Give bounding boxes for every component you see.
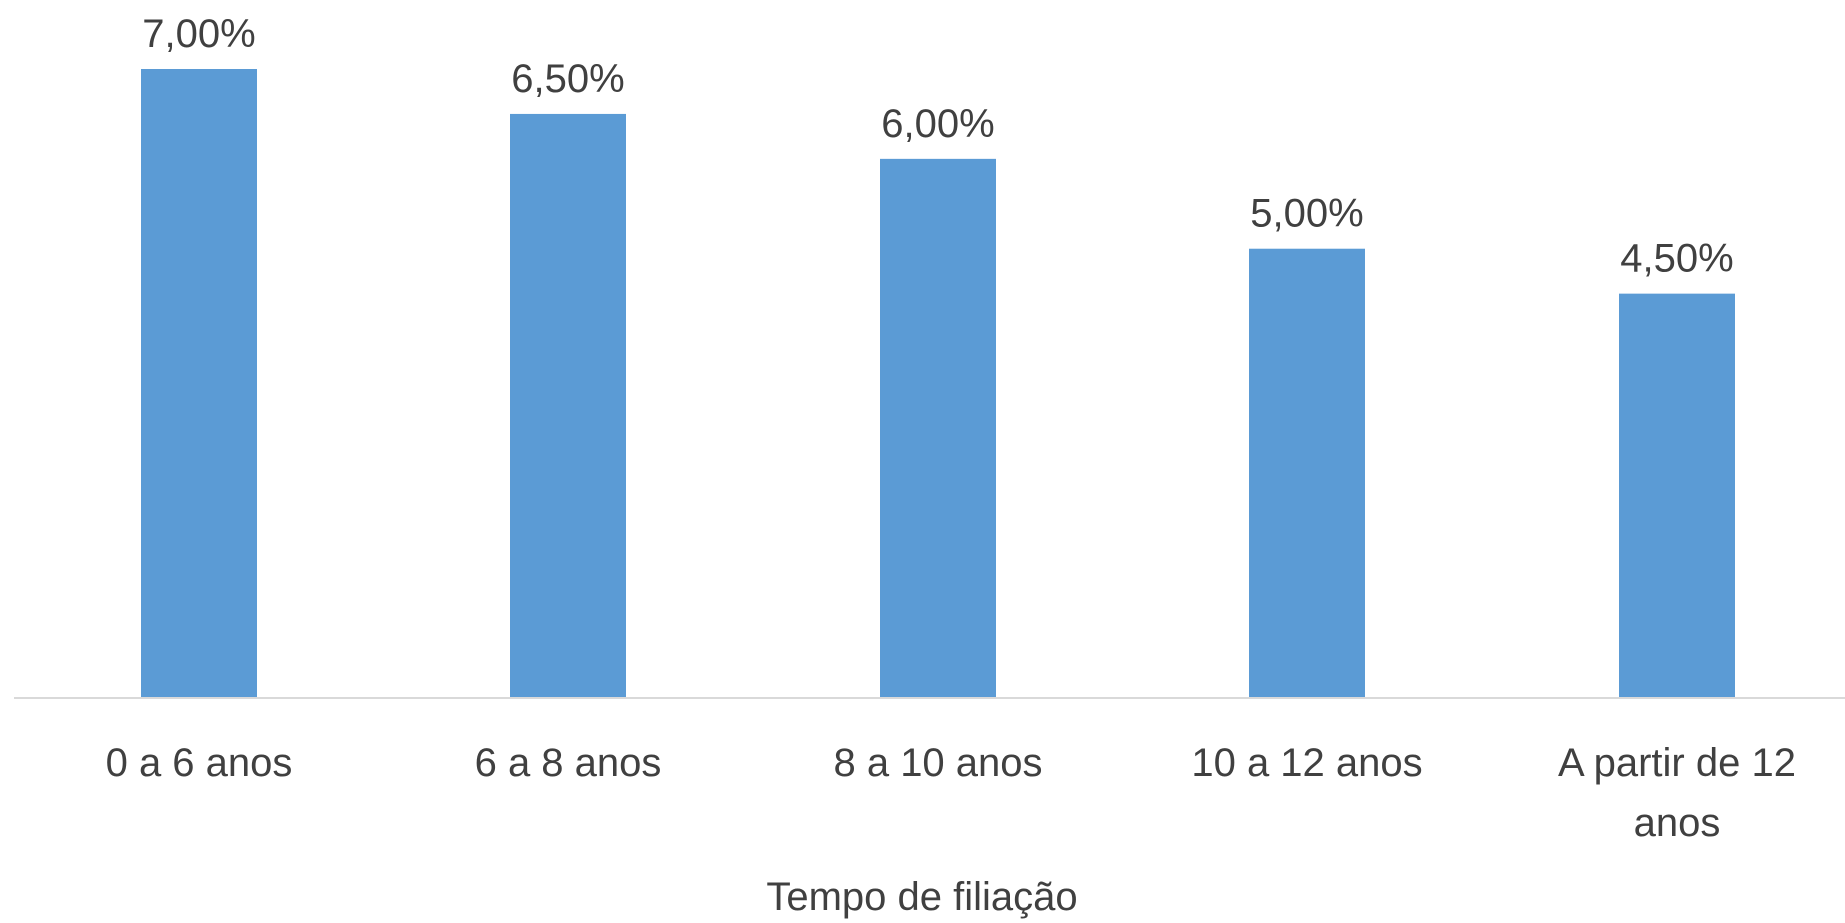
bar-value-label-5: 4,50%	[1620, 237, 1733, 281]
bars-group	[141, 69, 1735, 698]
bar-value-label-1: 7,00%	[142, 12, 255, 56]
bar-value-label-2: 6,50%	[511, 57, 624, 101]
x-tick-label-2: 6 a 8 anos	[475, 741, 662, 785]
bar-4	[1249, 248, 1365, 698]
value-labels-group: 7,00% 6,50% 6,00% 5,00% 4,50%	[142, 12, 1733, 281]
bar-value-label-4: 5,00%	[1250, 192, 1363, 236]
x-tick-label-line: 10 a 12 anos	[1191, 741, 1422, 785]
bar-5	[1619, 293, 1735, 698]
x-axis-title: Tempo de filiação	[766, 875, 1077, 919]
bar-value-label-3: 6,00%	[881, 102, 994, 146]
bar-2	[510, 113, 626, 698]
x-tick-label-5: A partir de 12 anos	[1558, 741, 1796, 845]
x-tick-labels: 0 a 6 anos 6 a 8 anos 8 a 10 anos 10 a 12 a…	[106, 741, 1796, 845]
bar-1	[141, 69, 257, 698]
x-tick-label-line: 0 a 6 anos	[106, 741, 293, 785]
x-tick-label-1: 0 a 6 anos	[106, 741, 293, 785]
x-tick-label-line: 6 a 8 anos	[475, 741, 662, 785]
bar-3	[880, 158, 996, 698]
x-tick-label-line: anos	[1634, 801, 1721, 845]
x-tick-label-line: A partir de 12	[1558, 741, 1796, 785]
x-tick-label-4: 10 a 12 anos	[1191, 741, 1422, 785]
x-tick-label-3: 8 a 10 anos	[833, 741, 1042, 785]
x-tick-label-line: 8 a 10 anos	[833, 741, 1042, 785]
